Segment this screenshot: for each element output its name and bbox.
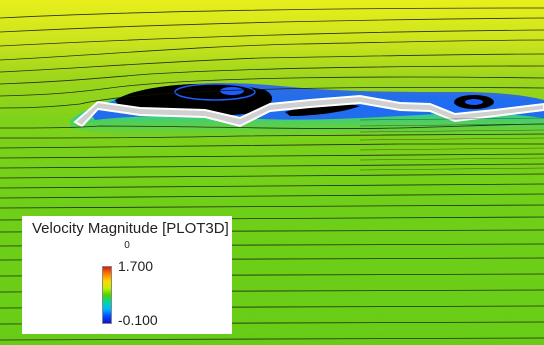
vortex-center-main [220, 87, 244, 95]
recirculation-bubble-secondary [285, 104, 360, 116]
colorbar-max-label: 1.700 [118, 258, 154, 274]
vortex-center-aft [465, 99, 483, 105]
legend-component: 0 [124, 240, 130, 251]
wake-streamlines [359, 117, 544, 171]
legend-title: Velocity Magnitude [PLOT3D] [32, 220, 229, 237]
colorbar-min-label: -0.100 [118, 312, 158, 328]
legend-panel: Velocity Magnitude [PLOT3D] 0 1.700 -0.1… [22, 216, 232, 334]
color-bar [102, 266, 112, 324]
vortex-core-main [174, 83, 256, 101]
wing-surface [73, 94, 544, 128]
